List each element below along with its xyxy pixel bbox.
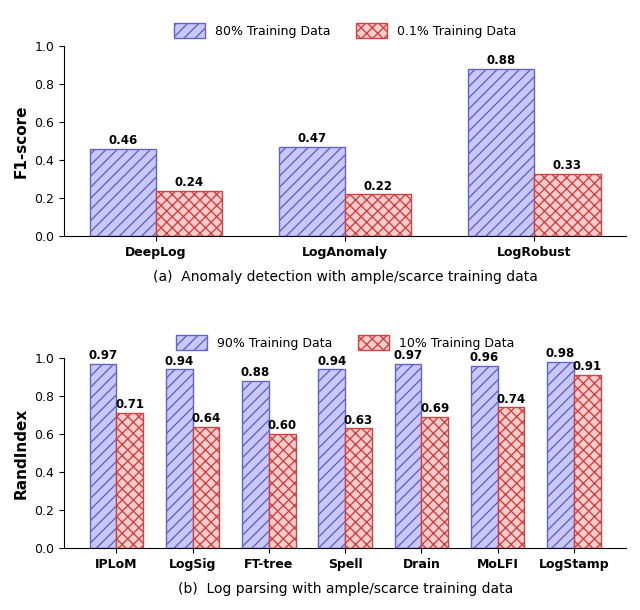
Bar — [90, 364, 116, 548]
Bar — [166, 370, 193, 548]
Bar — [345, 195, 412, 236]
Bar — [90, 149, 156, 236]
Bar — [156, 191, 222, 236]
Text: 0.98: 0.98 — [546, 347, 575, 360]
X-axis label: (a)  Anomaly detection with ample/scarce training data: (a) Anomaly detection with ample/scarce … — [153, 270, 538, 284]
Bar — [574, 375, 600, 548]
X-axis label: (b)  Log parsing with ample/scarce training data: (b) Log parsing with ample/scarce traini… — [177, 582, 513, 596]
Legend: 90% Training Data, 10% Training Data: 90% Training Data, 10% Training Data — [171, 330, 519, 355]
Text: 0.47: 0.47 — [298, 132, 326, 145]
Bar — [193, 426, 220, 548]
Text: 0.64: 0.64 — [191, 412, 221, 425]
Legend: 80% Training Data, 0.1% Training Data: 80% Training Data, 0.1% Training Data — [169, 18, 522, 43]
Text: 0.88: 0.88 — [241, 366, 270, 379]
Text: 0.24: 0.24 — [175, 176, 204, 188]
Bar — [242, 381, 269, 548]
Text: 0.22: 0.22 — [364, 179, 393, 193]
Text: 0.46: 0.46 — [108, 134, 138, 147]
Text: 0.88: 0.88 — [486, 54, 516, 67]
Bar — [269, 434, 296, 548]
Text: 0.71: 0.71 — [115, 398, 144, 411]
Bar — [534, 174, 600, 236]
Text: 0.60: 0.60 — [268, 419, 297, 432]
Y-axis label: RandIndex: RandIndex — [14, 407, 29, 499]
Text: 0.96: 0.96 — [470, 351, 499, 364]
Text: 0.97: 0.97 — [88, 349, 118, 362]
Bar — [319, 370, 345, 548]
Bar — [395, 364, 421, 548]
Bar — [421, 417, 448, 548]
Bar — [498, 407, 524, 548]
Text: 0.91: 0.91 — [573, 361, 602, 373]
Bar — [279, 147, 345, 236]
Bar — [116, 413, 143, 548]
Text: 0.94: 0.94 — [164, 354, 194, 368]
Bar — [547, 362, 574, 548]
Bar — [345, 428, 372, 548]
Text: 0.94: 0.94 — [317, 354, 346, 368]
Y-axis label: F1-score: F1-score — [14, 104, 29, 178]
Text: 0.69: 0.69 — [420, 402, 449, 415]
Text: 0.97: 0.97 — [394, 349, 422, 362]
Text: 0.63: 0.63 — [344, 414, 373, 426]
Bar — [471, 365, 498, 548]
Bar — [468, 69, 534, 236]
Text: 0.33: 0.33 — [553, 159, 582, 171]
Text: 0.74: 0.74 — [497, 393, 525, 406]
